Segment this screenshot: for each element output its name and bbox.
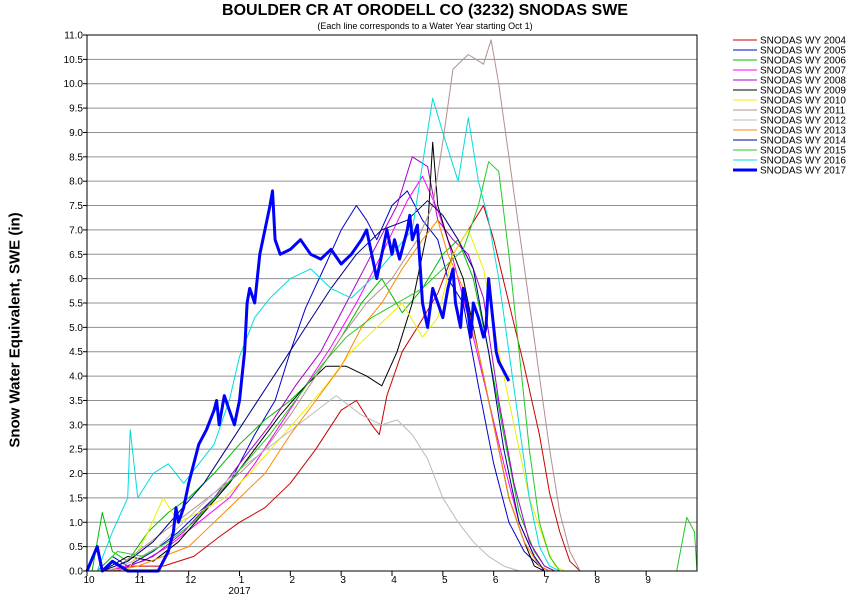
x-tick-label: 11 bbox=[135, 575, 146, 586]
y-tick-label: 8.0 bbox=[69, 177, 83, 188]
legend-label: SNODAS WY 2008 bbox=[760, 76, 846, 87]
y-tick-label: 7.0 bbox=[69, 225, 83, 236]
y-tick-label: 10.5 bbox=[64, 55, 84, 66]
y-tick-label: 6.0 bbox=[69, 274, 83, 285]
legend-label: SNODAS WY 2004 bbox=[760, 36, 846, 47]
legend-label: SNODAS WY 2005 bbox=[760, 46, 846, 57]
legend-label: SNODAS WY 2017 bbox=[760, 166, 846, 177]
y-tick-label: 7.5 bbox=[69, 201, 83, 212]
legend-label: SNODAS WY 2014 bbox=[760, 136, 846, 147]
series-line-snodas-wy-2011 bbox=[112, 39, 581, 572]
y-tick-label: 3.0 bbox=[69, 420, 83, 431]
y-tick-label: 2.0 bbox=[69, 469, 83, 480]
series-line-snodas-wy-2015 bbox=[96, 161, 698, 572]
legend-label: SNODAS WY 2007 bbox=[760, 66, 846, 77]
x-tick-label: 2 bbox=[290, 575, 296, 586]
y-tick-label: 11.0 bbox=[64, 31, 83, 42]
x-tick-label: 7 bbox=[544, 575, 550, 586]
series-line-snodas-wy-2016 bbox=[96, 97, 561, 572]
series-lines bbox=[85, 39, 698, 573]
series-line-snodas-wy-2004 bbox=[102, 205, 581, 572]
x-tick-label: 3 bbox=[340, 575, 346, 586]
x-tick-label: 4 bbox=[391, 575, 397, 586]
x-tick-label: 6 bbox=[493, 575, 499, 586]
series-line-snodas-wy-2012 bbox=[107, 395, 520, 572]
series-line-snodas-wy-2006 bbox=[91, 239, 555, 572]
series-line-snodas-wy-2010 bbox=[127, 229, 566, 572]
legend-label: SNODAS WY 2016 bbox=[760, 156, 846, 167]
y-tick-label: 9.5 bbox=[69, 104, 83, 115]
y-tick-label: 10.0 bbox=[64, 79, 84, 90]
y-tick-label: 4.5 bbox=[69, 347, 83, 358]
y-tick-label: 3.5 bbox=[69, 396, 83, 407]
y-tick-label: 6.5 bbox=[69, 250, 83, 261]
y-axis-ticks: 0.0 0.5 1.0 1.5 2.0 2.5 3.0 3.5 4.0 4.5 5.0 5.5 6.0 6… bbox=[64, 31, 87, 578]
legend-label: SNODAS WY 2015 bbox=[760, 146, 846, 157]
legend-label: SNODAS WY 2009 bbox=[760, 86, 846, 97]
y-tick-label: 0.5 bbox=[69, 542, 83, 553]
x-tick-label: 10 bbox=[83, 575, 95, 586]
x-tick-label: 5 bbox=[442, 575, 448, 586]
series-line-snodas-wy-2013 bbox=[112, 219, 550, 572]
chart-title: BOULDER CR AT ORODELL CO (3232) SNODAS S… bbox=[222, 2, 628, 19]
y-tick-label: 1.5 bbox=[69, 493, 83, 504]
x-tick-label: 9 bbox=[645, 575, 651, 586]
x-tick-label: 1 bbox=[239, 575, 245, 586]
series-line-snodas-wy-2005 bbox=[96, 190, 550, 572]
y-tick-label: 5.5 bbox=[69, 299, 83, 310]
y-tick-label: 0.0 bbox=[69, 567, 83, 578]
series-line-snodas-wy-2017 bbox=[85, 189, 511, 573]
y-tick-label: 9.0 bbox=[69, 128, 83, 139]
x-tick-label: 12 bbox=[185, 575, 197, 586]
legend-label: SNODAS WY 2013 bbox=[760, 126, 846, 137]
y-tick-label: 8.5 bbox=[69, 152, 83, 163]
x-year-label: 2017 bbox=[228, 586, 251, 597]
y-tick-label: 2.5 bbox=[69, 445, 83, 456]
x-tick-label: 8 bbox=[595, 575, 601, 586]
y-tick-label: 5.0 bbox=[69, 323, 83, 334]
legend-label: SNODAS WY 2006 bbox=[760, 56, 846, 67]
y-tick-label: 1.0 bbox=[69, 518, 83, 529]
legend-label: SNODAS WY 2012 bbox=[760, 116, 846, 127]
grid-lines bbox=[87, 34, 697, 572]
series-line-snodas-wy-2007 bbox=[107, 175, 545, 572]
legend-label: SNODAS WY 2011 bbox=[760, 106, 846, 117]
legend-label: SNODAS WY 2010 bbox=[760, 96, 846, 107]
chart-subtitle: (Each line corresponds to a Water Year s… bbox=[317, 21, 533, 31]
y-tick-label: 4.0 bbox=[69, 372, 83, 383]
